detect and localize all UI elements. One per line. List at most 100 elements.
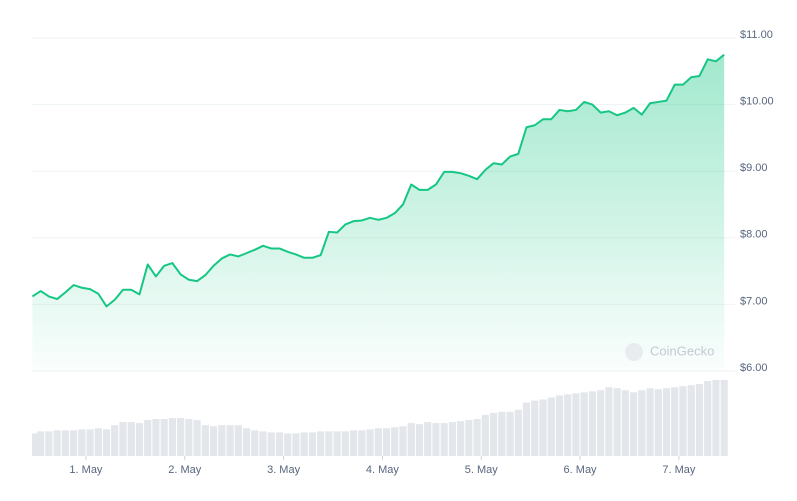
volume-bar xyxy=(350,430,358,456)
volume-bar xyxy=(308,432,316,456)
volume-bar xyxy=(177,418,185,456)
volume-bar xyxy=(218,425,226,456)
volume-bar xyxy=(646,388,654,456)
volume-bar xyxy=(259,431,267,456)
volume-bar xyxy=(588,391,596,456)
volume-bar xyxy=(37,431,45,456)
volume-bar xyxy=(630,392,638,456)
volume-bar xyxy=(704,381,712,456)
volume-bar xyxy=(473,419,481,456)
volume-bar xyxy=(448,422,456,456)
x-tick-label: 3. May xyxy=(267,464,301,476)
volume-bar xyxy=(662,388,671,456)
volume-bar xyxy=(547,397,555,456)
volume-bar xyxy=(168,418,176,456)
watermark-text: CoinGecko xyxy=(650,343,714,358)
volume-bars xyxy=(32,380,728,456)
volume-bar xyxy=(333,431,341,456)
volume-bar xyxy=(539,399,547,456)
volume-bar xyxy=(144,420,152,456)
volume-bar xyxy=(564,394,572,456)
volume-bar xyxy=(712,380,720,456)
volume-bar xyxy=(45,431,53,456)
volume-bar xyxy=(465,420,473,456)
volume-bar xyxy=(679,386,687,456)
volume-bar xyxy=(317,431,325,456)
volume-bar xyxy=(193,420,201,456)
volume-bar xyxy=(522,402,531,456)
volume-bar xyxy=(506,411,514,456)
volume-bar xyxy=(490,412,498,456)
x-tick-label: 1. May xyxy=(69,464,103,476)
volume-bar xyxy=(358,430,366,456)
volume-bar xyxy=(53,430,61,456)
volume-bar xyxy=(102,429,111,456)
volume-bar xyxy=(94,428,102,456)
volume-bar xyxy=(671,387,679,456)
volume-bar xyxy=(325,431,333,456)
volume-bar xyxy=(432,423,440,456)
volume-bar xyxy=(201,425,209,456)
volume-bar xyxy=(605,387,613,456)
y-tick-label: $11.00 xyxy=(740,29,773,41)
volume-bar xyxy=(687,385,695,456)
y-tick-label: $8.00 xyxy=(740,229,768,241)
volume-bar xyxy=(284,433,292,456)
volume-bar xyxy=(300,432,308,456)
volume-bar xyxy=(251,430,259,456)
volume-bar xyxy=(695,384,704,456)
y-tick-label: $6.00 xyxy=(740,362,768,374)
volume-bar xyxy=(415,424,424,456)
volume-bar xyxy=(32,433,40,456)
volume-bar xyxy=(597,390,605,456)
volume-bar xyxy=(226,425,234,456)
x-tick-label: 4. May xyxy=(366,464,400,476)
volume-bar xyxy=(366,429,374,456)
volume-bar xyxy=(498,411,506,456)
volume-bar xyxy=(135,423,144,456)
volume-bar xyxy=(399,426,407,456)
volume-bar xyxy=(572,393,580,456)
x-tick-label: 5. May xyxy=(465,464,499,476)
volume-bar xyxy=(638,390,646,456)
volume-bar xyxy=(111,425,119,456)
volume-bar xyxy=(374,428,382,456)
volume-bar xyxy=(242,428,251,456)
volume-bar xyxy=(292,433,300,456)
volume-bar xyxy=(185,419,193,456)
volume-bar xyxy=(621,390,629,456)
watermark: CoinGecko xyxy=(625,343,714,361)
volume-bar xyxy=(275,432,284,456)
volume-bar xyxy=(119,422,127,456)
volume-bar xyxy=(61,430,69,456)
volume-bar xyxy=(613,388,621,456)
volume-bar xyxy=(440,423,448,456)
price-line xyxy=(31,53,725,308)
volume-bar xyxy=(127,422,135,456)
volume-bar xyxy=(382,428,391,456)
x-tick-label: 6. May xyxy=(564,464,598,476)
y-tick-label: $9.00 xyxy=(740,162,768,174)
volume-bar xyxy=(86,429,94,456)
x-tick-label: 2. May xyxy=(168,464,202,476)
volume-bar xyxy=(341,431,349,456)
volume-bar xyxy=(78,429,86,456)
volume-bar xyxy=(481,414,489,456)
volume-bar xyxy=(267,432,275,456)
volume-bar xyxy=(70,430,78,456)
volume-bar xyxy=(531,400,539,456)
volume-bar xyxy=(407,423,415,456)
volume-bar xyxy=(555,395,564,456)
y-tick-label: $10.00 xyxy=(740,96,774,108)
volume-bar xyxy=(514,409,522,456)
volume-bar xyxy=(654,389,662,456)
x-tick-label: 7. May xyxy=(662,464,696,476)
volume-bar xyxy=(580,392,588,456)
price-area xyxy=(32,54,725,372)
volume-bar xyxy=(152,419,160,456)
volume-bar xyxy=(457,421,465,456)
volume-bar xyxy=(424,422,432,456)
volume-bar xyxy=(160,419,168,456)
